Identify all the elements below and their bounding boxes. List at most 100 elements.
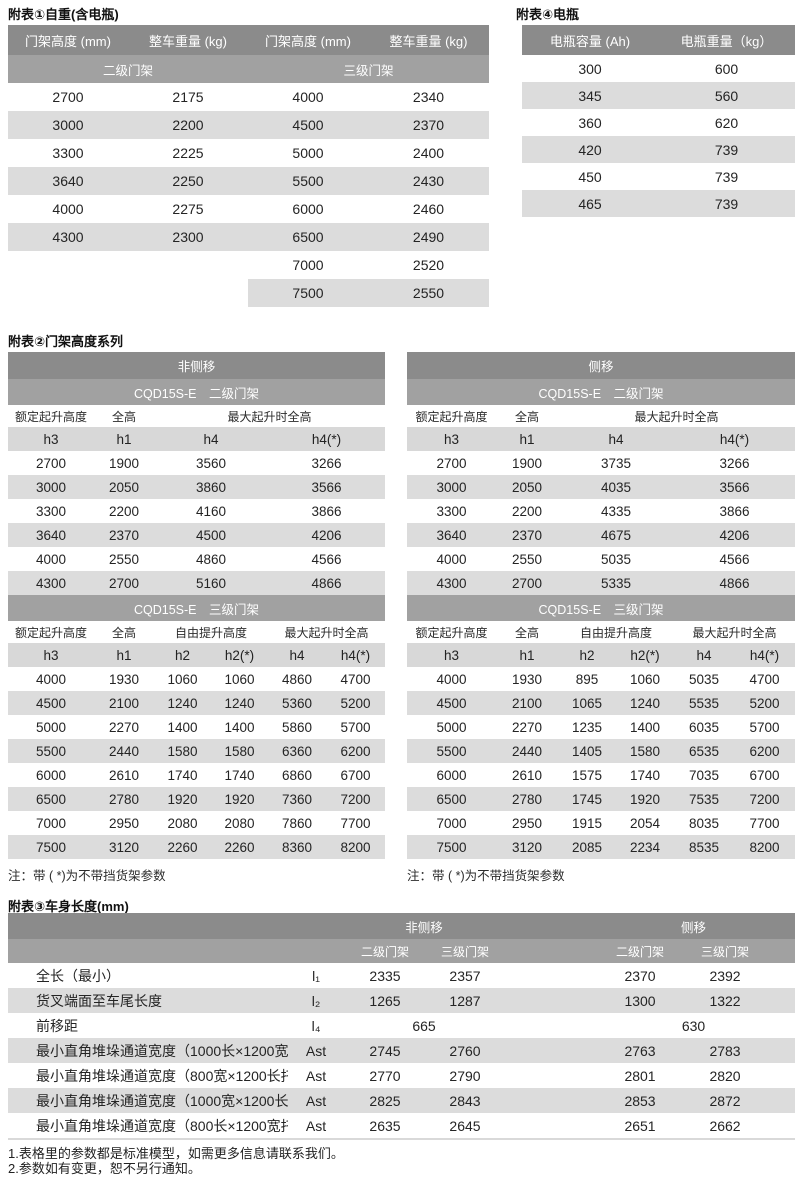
- value-cell: 1930: [511, 671, 543, 687]
- value-cell: 4000: [292, 89, 324, 105]
- value-cell: 6700: [749, 767, 780, 783]
- self-weight-table: 门架高度 (mm) 整车重量 (kg) 门架高度 (mm) 整车重量 (kg) 二级门架…: [8, 25, 489, 307]
- table2-title: 附表②门架高度系列: [8, 334, 124, 349]
- value-cell: 4000: [52, 201, 84, 217]
- value-cell: 6860: [281, 767, 313, 783]
- value-cell: 2651: [624, 1117, 656, 1134]
- value-cell: 2260: [211, 835, 268, 859]
- self-weight-table-block: 门架高度 (mm) 整车重量 (kg) 门架高度 (mm) 整车重量 (kg) 二级门架…: [8, 25, 489, 307]
- value-cell: 4500: [407, 691, 496, 715]
- value-cell: 2801: [624, 1067, 656, 1084]
- value-cell: 2050: [94, 475, 154, 499]
- empty-header: [8, 939, 344, 963]
- dimension-symbol: Ast: [288, 1038, 344, 1063]
- value-cell: 5500: [8, 739, 94, 763]
- value-cell: 2270: [511, 719, 543, 735]
- spacer-cell: [762, 1088, 796, 1113]
- value-cell: 1240: [154, 691, 211, 715]
- value-cell: 1065: [558, 691, 616, 715]
- value-cell: 6000: [35, 767, 67, 783]
- value-cell: 2700: [496, 571, 558, 595]
- dimension-symbol: Ast: [305, 1067, 327, 1084]
- dimension-symbol: Ast: [288, 1088, 344, 1113]
- value-cell: 2853: [592, 1088, 689, 1113]
- value-cell: 5035: [600, 551, 632, 567]
- value-cell: 2270: [108, 719, 140, 735]
- measure-group-label: 全高: [94, 405, 154, 427]
- section-header: 非侧移: [8, 352, 386, 379]
- measure-group-label: 自由提升高度: [558, 621, 674, 643]
- value-cell: 1400: [224, 719, 255, 735]
- value-cell: 3000: [407, 475, 496, 499]
- value-cell: 2872: [688, 1088, 763, 1113]
- value-cell: 1405: [558, 739, 616, 763]
- spacer-cell: [762, 988, 796, 1013]
- value-cell: 2820: [709, 1067, 741, 1084]
- value-cell: 6500: [248, 223, 368, 251]
- value-cell: 4000: [35, 671, 67, 687]
- value-cell: 7860: [281, 815, 313, 831]
- table4-title: 附表④电瓶: [516, 7, 580, 22]
- value-cell: 3640: [407, 523, 496, 547]
- value-cell: 2370: [368, 111, 489, 139]
- value-cell: 6535: [674, 739, 734, 763]
- section-header: 侧移: [407, 352, 796, 379]
- column-header: 整车重量 (kg): [128, 25, 248, 55]
- mast-type-header: CQD15S-E 三级门架: [8, 595, 386, 621]
- spacer-cell: [762, 1038, 796, 1063]
- value-cell: 4866: [674, 571, 796, 595]
- value-cell: 7500: [407, 835, 496, 859]
- value-cell: 2300: [128, 223, 248, 251]
- row-label: 最小直角堆垛通道宽度（1000宽×1200长托盘）: [8, 1088, 288, 1113]
- value-cell: 2783: [688, 1038, 763, 1063]
- symbol-header: h4(*): [734, 643, 796, 667]
- value-cell: 1920: [154, 787, 211, 811]
- measure-group-label: 额定起升高度: [407, 621, 496, 643]
- value-cell: 2260: [154, 835, 211, 859]
- value-cell: 3566: [268, 475, 386, 499]
- value-cell: 3735: [600, 455, 632, 471]
- value-cell: 2275: [172, 201, 204, 217]
- symbol-header: h4: [558, 427, 674, 451]
- value-cell: 2763: [592, 1038, 689, 1063]
- mast-table-sideshift-block: 侧移 CQD15S-E 二级门架 额定起升高度 全高 最大起升时全高 h3 h1 h4 h4(*…: [407, 352, 796, 884]
- table3-title: 附表③车身长度(mm): [8, 899, 129, 914]
- value-cell: 3300: [436, 503, 467, 519]
- value-cell: 739: [658, 136, 795, 163]
- value-cell: 2662: [709, 1117, 741, 1134]
- value-cell: 4000: [436, 551, 467, 567]
- value-cell: 3266: [719, 455, 750, 471]
- row-label: 全长（最小）: [36, 967, 120, 984]
- value-cell: 4300: [407, 571, 496, 595]
- value-cell: 1060: [224, 671, 255, 687]
- value-cell: 8200: [326, 835, 386, 859]
- value-cell: 4700: [749, 671, 780, 687]
- value-cell: 4300: [8, 223, 128, 251]
- value-cell: 1580: [616, 739, 674, 763]
- value-cell: 7000: [436, 815, 467, 831]
- measure-group-label: 全高: [496, 405, 558, 427]
- body-length-table: 非侧移 侧移 二级门架 三级门架 二级门架 三级门架 全长（最小） l₁ 2335 2357 237…: [8, 913, 796, 1138]
- value-cell: 600: [714, 60, 739, 77]
- symbol-header: h2: [154, 643, 211, 667]
- value-cell: 6500: [8, 787, 94, 811]
- row-label: 货叉端面至车尾长度: [8, 988, 288, 1013]
- row-label: 最小直角堆垛通道宽度（800宽×1200长托盘）: [36, 1067, 288, 1084]
- column-header: 电瓶容量 (Ah): [522, 25, 658, 55]
- value-cell: 5535: [674, 691, 734, 715]
- value-cell: 3640: [8, 523, 94, 547]
- value-cell: 5500: [407, 739, 496, 763]
- spacer-cell: [504, 1113, 592, 1138]
- symbol-header: h4(*): [674, 427, 796, 451]
- value-cell: 2440: [496, 739, 558, 763]
- value-cell: 3000: [8, 475, 94, 499]
- value-cell: 7200: [734, 787, 796, 811]
- value-cell: 2370: [94, 523, 154, 547]
- spacer-cell: [504, 1088, 593, 1113]
- value-cell: 420: [522, 136, 658, 163]
- value-cell: 6200: [734, 739, 796, 763]
- value-cell: 1920: [616, 787, 674, 811]
- mast-table-note: 注：带 ( *)为不带挡货架参数: [407, 869, 565, 883]
- value-cell: 560: [658, 82, 795, 109]
- column-header: 门架高度 (mm): [248, 25, 368, 55]
